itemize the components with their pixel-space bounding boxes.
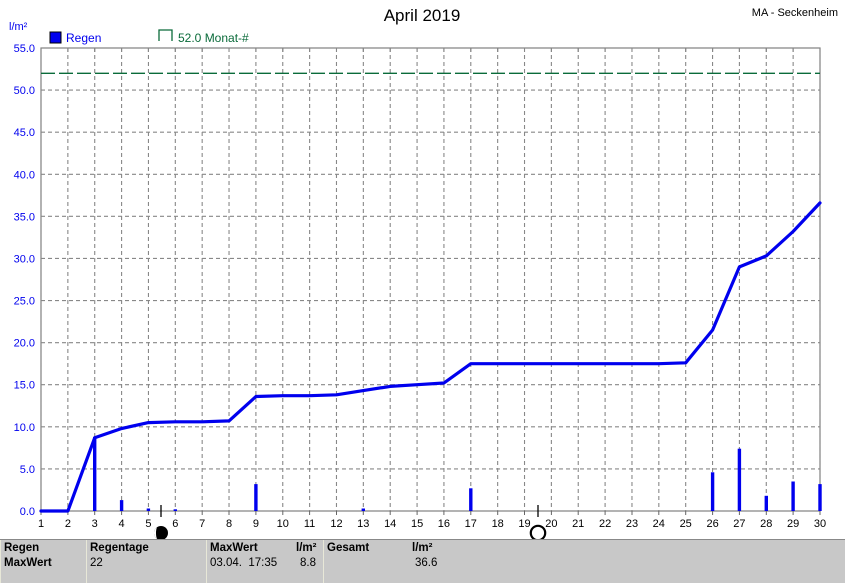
svg-text:20.0: 20.0 (14, 338, 35, 350)
svg-text:52.0 Monat-#: 52.0 Monat-# (178, 31, 249, 45)
svg-text:19: 19 (518, 518, 530, 530)
svg-text:27: 27 (733, 518, 745, 530)
svg-text:26: 26 (706, 518, 718, 530)
svg-text:5: 5 (145, 518, 151, 530)
svg-text:7: 7 (199, 518, 205, 530)
svg-text:MA - Seckenheim: MA - Seckenheim (752, 7, 838, 19)
svg-text:5.0: 5.0 (20, 464, 35, 476)
svg-text:28: 28 (760, 518, 772, 530)
svg-text:23: 23 (626, 518, 638, 530)
svg-text:9: 9 (253, 518, 259, 530)
svg-text:29: 29 (787, 518, 799, 530)
svg-text:6: 6 (172, 518, 178, 530)
svg-text:3: 3 (92, 518, 98, 530)
svg-text:18: 18 (492, 518, 504, 530)
svg-text:14: 14 (384, 518, 396, 530)
svg-text:8: 8 (226, 518, 232, 530)
svg-text:25.0: 25.0 (14, 296, 35, 308)
svg-text:16: 16 (438, 518, 450, 530)
svg-text:30: 30 (814, 518, 826, 530)
svg-text:24: 24 (653, 518, 665, 530)
svg-text:Regen: Regen (66, 31, 101, 45)
svg-text:12: 12 (330, 518, 342, 530)
svg-text:45.0: 45.0 (14, 127, 35, 139)
svg-text:10: 10 (277, 518, 289, 530)
svg-text:13: 13 (357, 518, 369, 530)
svg-text:15.0: 15.0 (14, 380, 35, 392)
svg-text:1: 1 (38, 518, 44, 530)
svg-text:0.0: 0.0 (20, 506, 35, 518)
svg-text:17: 17 (465, 518, 477, 530)
svg-text:21: 21 (572, 518, 584, 530)
svg-text:11: 11 (304, 518, 315, 530)
svg-text:4: 4 (119, 518, 125, 530)
svg-text:20: 20 (545, 518, 557, 530)
svg-text:50.0: 50.0 (14, 85, 35, 97)
svg-text:55.0: 55.0 (14, 43, 35, 55)
svg-text:15: 15 (411, 518, 423, 530)
svg-text:25: 25 (680, 518, 692, 530)
svg-text:l/m²: l/m² (9, 21, 28, 33)
svg-text:30.0: 30.0 (14, 253, 35, 265)
svg-text:April 2019: April 2019 (384, 6, 461, 25)
svg-text:35.0: 35.0 (14, 211, 35, 223)
svg-text:10.0: 10.0 (14, 422, 35, 434)
svg-text:40.0: 40.0 (14, 169, 35, 181)
svg-text:2: 2 (65, 518, 71, 530)
svg-text:22: 22 (599, 518, 611, 530)
